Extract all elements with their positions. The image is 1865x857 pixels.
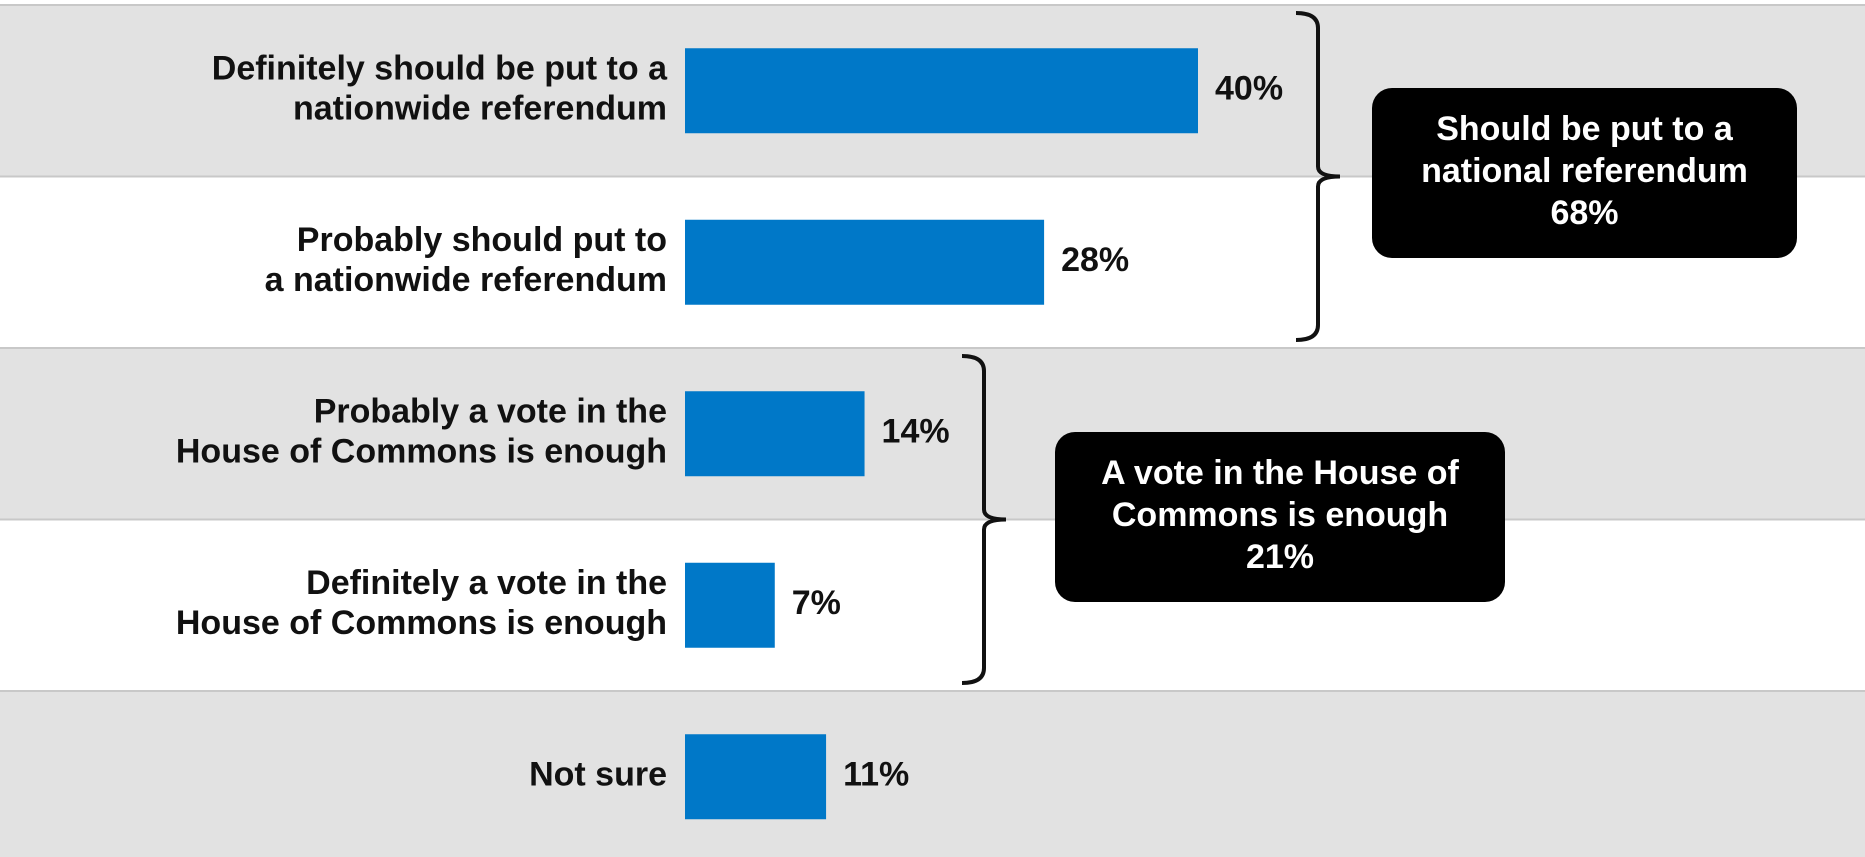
- category-label: Probably a vote in the House of Commons i…: [176, 393, 667, 471]
- row-band: [0, 691, 1865, 857]
- bar: [685, 48, 1198, 134]
- row-band: [0, 348, 1865, 520]
- bars: [685, 48, 1198, 820]
- group-summary-text: Should be put to a national referendum 68%: [1421, 110, 1748, 232]
- value-labels: 40% 28% 14% 7% 11%: [792, 70, 1283, 794]
- group-bracket: [961, 354, 1007, 685]
- category-label: Probably should put to a nationwide refer…: [265, 221, 667, 299]
- category-label: Not sure: [529, 756, 667, 794]
- value-label: 14%: [882, 413, 950, 451]
- bar: [685, 562, 775, 648]
- row-band: [0, 519, 1865, 691]
- value-label: 40%: [1215, 70, 1283, 108]
- value-label: 11%: [843, 756, 909, 794]
- group-summary-text: A vote in the House of Commons is enough 2…: [1101, 454, 1459, 576]
- value-label: 7%: [792, 584, 841, 622]
- bar: [685, 219, 1045, 305]
- category-labels: Definitely should be put to a nationwide …: [176, 50, 668, 794]
- group-summary-box: [1055, 432, 1505, 602]
- category-label: Definitely should be put to a nationwide …: [212, 50, 668, 128]
- group-summary-box: [1372, 88, 1797, 258]
- group-bracket: [1295, 11, 1341, 342]
- bar: [685, 734, 827, 820]
- group-annotations: Should be put to a national referendum 68%…: [961, 11, 1797, 685]
- category-label: Definitely a vote in the House of Commons…: [176, 564, 667, 642]
- bar: [685, 391, 865, 477]
- value-label: 28%: [1061, 241, 1129, 279]
